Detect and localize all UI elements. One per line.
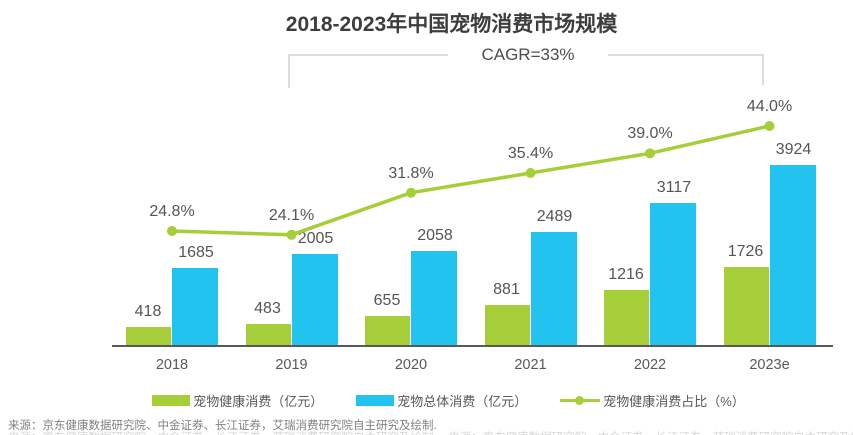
health-consumption-bar <box>723 266 769 346</box>
line-point <box>764 120 775 131</box>
health-bar-value-label: 1726 <box>727 242 764 260</box>
line-point <box>167 225 177 236</box>
share-percent-label: 35.4% <box>507 145 554 162</box>
share-percent-label: 31.8% <box>388 164 434 182</box>
legend-line-dot-icon <box>560 395 601 406</box>
legend-swatch-blue-bar-icon <box>356 395 395 406</box>
share-percent-label: 39.0% <box>627 125 673 143</box>
source-note: 来源：京东健康数据研究院、中金证券、长江证券，艾瑞消费研究院自主研究及绘制. <box>8 420 437 432</box>
total-bar-value-label: 2489 <box>536 207 573 225</box>
x-axis-label: 2018 <box>155 357 189 373</box>
health-bar-value-label: 483 <box>254 299 281 317</box>
share-percent-label: 24.1% <box>268 206 315 224</box>
cagr-bracket-left-tick <box>288 54 290 88</box>
x-axis-label: 2021 <box>514 357 547 373</box>
total-bar-value-label: 1685 <box>178 244 214 262</box>
health-consumption-bar <box>484 305 530 346</box>
health-consumption-bar <box>604 290 649 346</box>
line-point <box>645 148 655 159</box>
x-axis-label: 2019 <box>275 357 308 373</box>
health-bar-value-label: 881 <box>493 281 520 299</box>
legend-label: 宠物总体消费（亿元） <box>397 394 528 409</box>
total-bar-value-label: 3117 <box>656 178 692 196</box>
x-axis-label: 2020 <box>394 357 428 373</box>
legend-label: 宠物健康消费占比（%） <box>603 394 745 409</box>
share-percent-label: 44.0% <box>746 97 793 115</box>
health-bar-value-label: 418 <box>134 302 162 320</box>
x-axis-line <box>112 345 833 347</box>
total-bar-value-label: 2058 <box>417 227 453 245</box>
x-axis-label: 2023e <box>749 357 790 373</box>
legend-label: 宠物健康消费（亿元） <box>193 394 324 409</box>
legend-item-total-consumption: 宠物总体消费（亿元） <box>356 391 527 410</box>
health-bar-value-label: 1216 <box>608 266 644 284</box>
total-consumption-bar <box>291 253 338 346</box>
clipped-footer-text: 来源：京东健康数据研究院、中金证券、长江证券，艾瑞消费研究院自主研究及绘制. 来… <box>8 429 853 435</box>
share-percent-label: 24.8% <box>149 202 195 220</box>
total-bar-value-label: 3924 <box>775 141 812 159</box>
total-consumption-bar <box>411 251 457 346</box>
legend-swatch-green-bar-icon <box>152 395 191 406</box>
total-consumption-bar <box>530 231 577 346</box>
total-bar-value-label: 2005 <box>297 229 334 247</box>
total-consumption-bar <box>769 165 816 346</box>
x-axis-label: 2022 <box>633 357 667 373</box>
cagr-annotation: CAGR=33% <box>448 44 608 66</box>
line-point <box>525 168 536 179</box>
legend-item-health-share: 宠物健康消费占比（%） <box>560 391 745 410</box>
chart-title: 2018-2023年中国宠物消费市场规模 <box>285 13 618 36</box>
health-consumption-bar <box>245 323 291 346</box>
cagr-bracket-right-tick <box>762 54 764 85</box>
health-consumption-bar <box>365 315 410 346</box>
legend: 宠物健康消费（亿元） 宠物总体消费（亿元） 宠物健康消费占比（%） <box>0 391 853 410</box>
total-consumption-bar <box>172 268 218 346</box>
line-point <box>406 187 416 198</box>
legend-item-health-consumption: 宠物健康消费（亿元） <box>152 391 323 410</box>
health-bar-value-label: 655 <box>373 291 401 309</box>
health-consumption-bar <box>126 326 171 346</box>
